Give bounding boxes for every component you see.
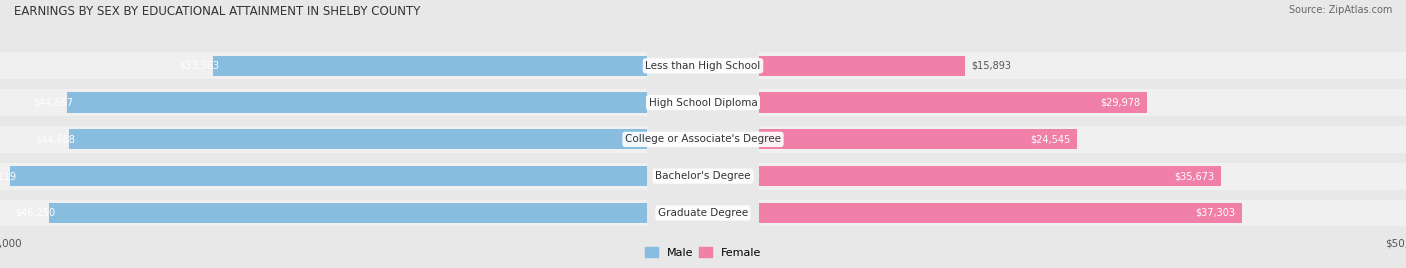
Bar [759,92,1147,113]
Bar [0,126,647,153]
Text: $29,978: $29,978 [1101,98,1140,107]
Bar [69,129,647,150]
Text: Source: ZipAtlas.com: Source: ZipAtlas.com [1288,5,1392,15]
Text: $15,893: $15,893 [972,61,1011,71]
Text: $44,857: $44,857 [32,98,73,107]
Text: $33,563: $33,563 [179,61,219,71]
Bar [759,52,1406,79]
Text: $44,688: $44,688 [35,134,75,144]
Bar [0,199,647,226]
Bar [0,52,647,79]
Bar [66,92,647,113]
Bar [759,203,1241,223]
Bar [48,203,647,223]
Bar [759,89,1406,116]
Text: High School Diploma: High School Diploma [648,98,758,107]
Text: College or Associate's Degree: College or Associate's Degree [626,134,780,144]
Text: $37,303: $37,303 [1195,208,1236,218]
Text: Graduate Degree: Graduate Degree [658,208,748,218]
Bar [10,166,647,186]
Text: Less than High School: Less than High School [645,61,761,71]
Bar [759,166,1220,186]
Bar [0,89,647,116]
Bar [759,199,1406,226]
Text: $49,219: $49,219 [0,171,17,181]
Bar [759,163,1406,189]
Text: $35,673: $35,673 [1174,171,1215,181]
Text: EARNINGS BY SEX BY EDUCATIONAL ATTAINMENT IN SHELBY COUNTY: EARNINGS BY SEX BY EDUCATIONAL ATTAINMEN… [14,5,420,18]
Bar [759,56,965,76]
Text: $24,545: $24,545 [1031,134,1070,144]
Bar [212,56,647,76]
Bar [759,129,1077,150]
Text: Bachelor's Degree: Bachelor's Degree [655,171,751,181]
Text: $46,250: $46,250 [15,208,55,218]
Legend: Male, Female: Male, Female [640,243,766,262]
Bar [0,163,647,189]
Bar [759,126,1406,153]
